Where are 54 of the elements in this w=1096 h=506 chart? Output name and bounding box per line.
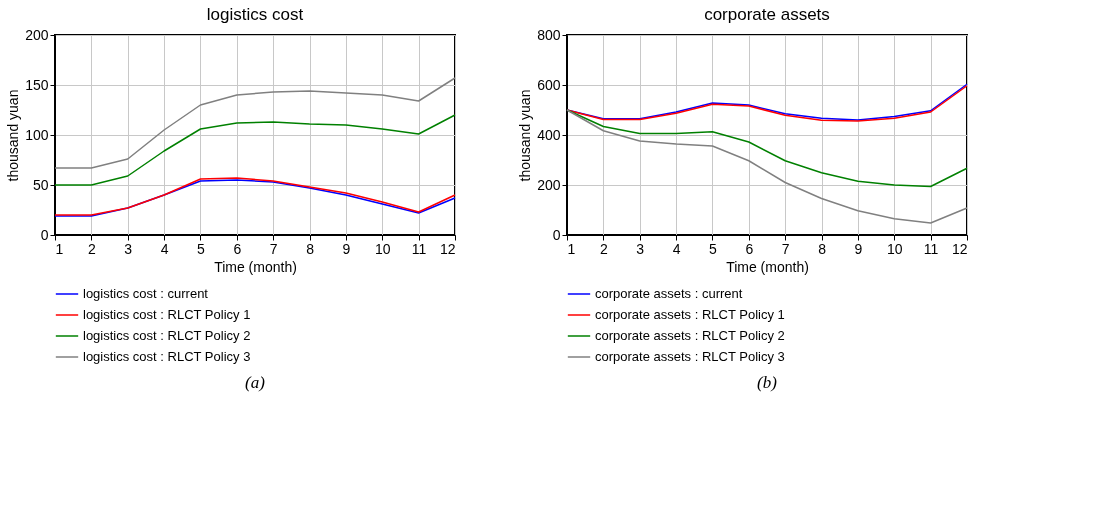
x-tick-label: 2 <box>87 240 96 257</box>
chart-title: logistics cost <box>206 5 304 24</box>
x-tick-label: 1 <box>55 240 64 257</box>
x-tick-label: 10 <box>886 240 903 257</box>
y-tick-label: 0 <box>552 226 561 243</box>
legend-label: corporate assets : RLCT Policy 3 <box>595 349 785 364</box>
x-tick-label: 6 <box>233 240 242 257</box>
x-tick-label: 6 <box>745 240 754 257</box>
x-tick-label: 4 <box>672 240 681 257</box>
line-series <box>54 114 456 186</box>
y-tick-label: 400 <box>537 126 561 143</box>
x-tick-label: 3 <box>636 240 645 257</box>
y-axis-title: thousand yuan <box>517 89 534 182</box>
x-tick-label: 5 <box>709 240 718 257</box>
legend-label: logistics cost : RLCT Policy 1 <box>83 307 251 322</box>
y-tick-label: 0 <box>40 226 49 243</box>
line-series <box>54 77 456 169</box>
x-tick-label: 2 <box>599 240 608 257</box>
legend-label: logistics cost : RLCT Policy 2 <box>83 328 251 343</box>
y-tick-label: 50 <box>32 176 49 193</box>
x-tick-label: 7 <box>269 240 278 257</box>
y-tick-label: 200 <box>25 26 49 43</box>
y-tick-label: 600 <box>537 76 561 93</box>
x-tick-label: 8 <box>306 240 315 257</box>
x-axis-title: Time (month) <box>214 258 297 275</box>
x-tick-label: 4 <box>160 240 169 257</box>
legend-label: corporate assets : RLCT Policy 1 <box>595 307 785 322</box>
x-tick-label: 3 <box>124 240 133 257</box>
x-tick-label: 10 <box>374 240 391 257</box>
x-tick-label: 11 <box>923 240 939 257</box>
x-tick-label: 12 <box>951 240 968 257</box>
text: (a) <box>245 373 266 392</box>
x-axis-title: Time (month) <box>726 258 809 275</box>
legend-label: corporate assets : current <box>595 286 743 301</box>
x-tick-label: 1 <box>567 240 576 257</box>
x-tick-label: 9 <box>854 240 863 257</box>
x-tick-label: 9 <box>342 240 351 257</box>
y-tick-label: 150 <box>25 76 49 93</box>
text: (b) <box>757 373 778 392</box>
x-tick-label: 12 <box>439 240 456 257</box>
y-tick-label: 100 <box>25 126 49 143</box>
x-tick-label: 5 <box>197 240 206 257</box>
line-series <box>566 109 968 224</box>
x-tick-label: 8 <box>818 240 827 257</box>
x-tick-label: 11 <box>411 240 427 257</box>
y-tick-label: 200 <box>537 176 561 193</box>
line-series <box>566 109 968 188</box>
y-axis-title: thousand yuan <box>5 89 22 182</box>
x-tick-label: 7 <box>781 240 790 257</box>
legend-label: logistics cost : current <box>83 286 209 301</box>
y-tick-label: 800 <box>537 26 561 43</box>
legend-label: corporate assets : RLCT Policy 2 <box>595 328 785 343</box>
legend-label: logistics cost : RLCT Policy 3 <box>83 349 251 364</box>
chart-title: corporate assets <box>704 5 830 24</box>
